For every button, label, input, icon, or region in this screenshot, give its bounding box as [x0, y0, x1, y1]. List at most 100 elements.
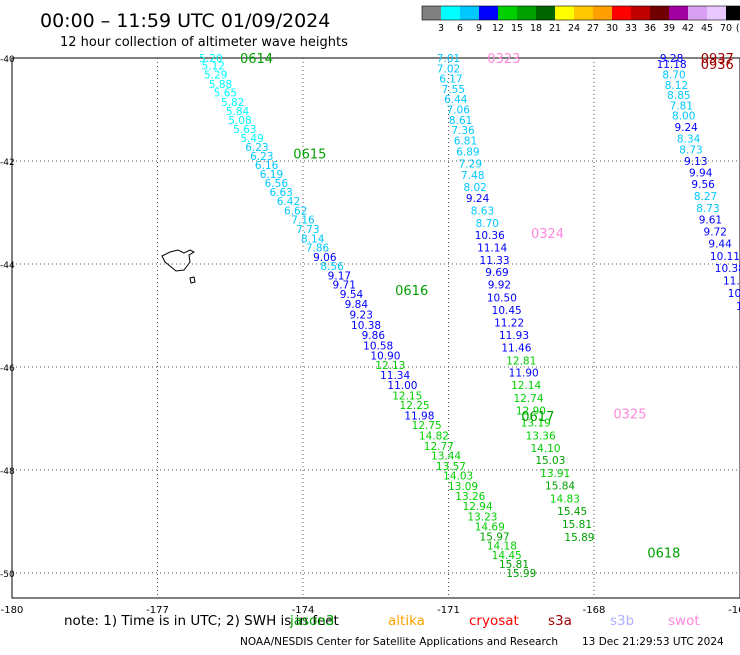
swh-value-label: 8.73: [696, 203, 719, 215]
swh-value-label: 12.14: [511, 380, 541, 392]
swh-value-label: 13.23: [467, 511, 497, 523]
colorbar-swatch: [555, 6, 574, 20]
axis-tick-labels: -180 -177 -174 -171 -168 -165 -40 -42 -44 -46 -48 -…: [0, 55, 740, 616]
swh-value-label: 9.13: [684, 156, 707, 168]
swh-value-label: 6.44: [444, 94, 468, 106]
swh-value-label: 8.02: [463, 182, 486, 194]
swh-value-label: 12.75: [412, 420, 442, 432]
x-tick-label: -165: [728, 605, 740, 616]
swh-value-label: 13.36: [526, 430, 556, 442]
swh-value-label: 11.90: [509, 368, 539, 380]
colorbar-tick-label: 42: [682, 23, 694, 34]
pass-time-label: 0323: [487, 52, 520, 67]
swh-value-label: 14.10: [530, 443, 560, 455]
swh-value-label: 9.69: [485, 267, 508, 279]
swh-value-label: 10.90: [370, 351, 400, 363]
satellite-legend-item: swot: [668, 613, 700, 629]
swh-value-label: 14.69: [475, 522, 505, 534]
colorbar-tick-label: 27: [587, 23, 599, 34]
swh-value-label: 8.85: [667, 90, 690, 102]
swh-value-label: 15.81: [562, 519, 592, 531]
footer-timestamp: 13 Dec 21:29:53 UTC 2024: [582, 636, 724, 648]
satellite-legend-item: jason3: [289, 613, 334, 629]
pass-time-label: 0615: [293, 147, 326, 162]
colorbar-tick-label: 70: [720, 23, 732, 34]
swh-value-label: 12.94: [463, 501, 493, 513]
x-tick-label: -180: [1, 605, 24, 616]
y-tick-label: -46: [0, 364, 15, 374]
swh-value-label: 10.38: [351, 320, 381, 332]
swh-value-label: 13.09: [448, 481, 478, 493]
swh-value-label: 8.00: [672, 111, 695, 123]
swh-value-label: 11.93: [499, 330, 529, 342]
y-tick-label: -44: [0, 261, 15, 271]
swh-value-label: 10.38: [715, 263, 740, 275]
swh-value-label: 8.34: [677, 133, 701, 145]
swh-value-label: 7.55: [442, 84, 465, 96]
swh-value-label: 11.14: [477, 243, 507, 255]
pass-time-label: 0936: [701, 58, 734, 73]
swh-value-label: 8.61: [449, 115, 472, 127]
swh-value-label: 11.22: [494, 318, 524, 330]
colorbar-swatch: [574, 6, 593, 20]
swh-value-label: 13.91: [540, 468, 570, 480]
chart-title: 00:00 – 11:59 UTC 01/09/2024: [40, 10, 330, 32]
swh-value-label: 14.45: [492, 550, 522, 562]
swh-value-label: 14.03: [443, 471, 473, 483]
y-tick-label: -40: [0, 55, 15, 65]
swh-value-label: 10.50: [487, 292, 517, 304]
satellite-legend-item: s3b: [610, 613, 634, 629]
swh-value-label: 15.81: [499, 559, 529, 571]
colorbar-border: [421, 5, 740, 21]
swh-value-label: 9.23: [350, 309, 373, 321]
pass-time-label: 0618: [647, 546, 680, 561]
swh-value-label: 9.56: [691, 179, 715, 191]
x-tick-label: -168: [583, 605, 606, 616]
swh-value-label: 8.14: [301, 233, 325, 245]
swh-value-label: 6.19: [260, 169, 283, 181]
colorbar-swatch: [536, 6, 555, 20]
swh-value-label: 6.23: [250, 151, 273, 163]
colorbar-swatch: [707, 6, 726, 20]
footer-note: note: 1) Time is in UTC; 2) SWH is in fe…: [64, 613, 339, 629]
swh-value-label: 9.71: [333, 280, 356, 292]
pass-time-label: 0617: [521, 410, 554, 425]
colorbar-swatch: [669, 6, 688, 20]
swh-value-label: 15.45: [557, 506, 587, 518]
colorbar-tick-label: 45: [701, 23, 713, 34]
swh-value-label: 7.36: [451, 125, 475, 137]
colorbar-swatch: [479, 6, 498, 20]
pass-time-label: 0614: [240, 52, 273, 67]
colorbar-tick-label: 36: [644, 23, 656, 34]
swh-value-label: 6.23: [245, 142, 268, 154]
pass-time-label: 0937: [701, 52, 734, 67]
swh-value-label: 10.11: [710, 251, 740, 263]
swh-value-label: 13.44: [431, 451, 461, 463]
satellite-legend-item: altika: [388, 613, 425, 629]
swh-value-label: 9.44: [708, 238, 732, 250]
swh-value-label: 5.82: [221, 97, 244, 109]
swh-value-label: 7.01: [437, 53, 460, 65]
swh-value-label: 6.63: [269, 187, 292, 199]
x-tick-label: -177: [146, 605, 169, 616]
colorbar-swatch: [422, 6, 441, 20]
colorbar-swatch: [517, 6, 536, 20]
colorbar-tick-label: 15: [511, 23, 523, 34]
swh-value-label: 6.56: [265, 178, 289, 190]
swh-value-label: 15.97: [480, 531, 510, 543]
x-tick-label: -171: [437, 605, 460, 616]
swh-value-label: 7.02: [437, 63, 460, 75]
swh-value-label: 15.84: [545, 480, 575, 492]
swh-value-label: 9.28: [660, 53, 683, 65]
swh-value-label: 5.63: [233, 124, 256, 136]
colorbar-tick-label: 24: [568, 23, 580, 34]
colorbar-swatch: [593, 6, 612, 20]
swh-value-label: 15.03: [535, 455, 565, 467]
swh-value-label: 11.00: [387, 380, 417, 392]
swh-value-label: 5.08: [228, 115, 251, 127]
swh-value-label: 7.16: [291, 215, 315, 227]
y-tick-label: -48: [0, 467, 15, 477]
